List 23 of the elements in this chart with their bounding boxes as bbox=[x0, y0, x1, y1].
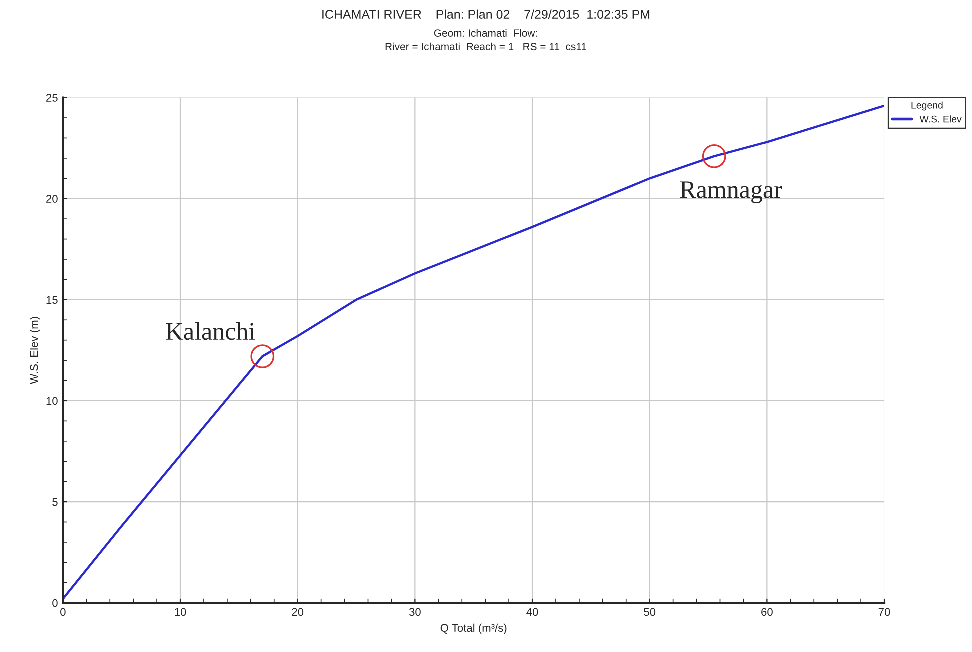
y-axis-title: W.S. Elev (m) bbox=[30, 317, 40, 384]
x-tick-label: 30 bbox=[409, 608, 421, 616]
legend-title: Legend bbox=[912, 102, 943, 111]
x-tick-label: 40 bbox=[526, 608, 538, 616]
y-tick-label: 15 bbox=[46, 296, 58, 304]
y-tick-label: 5 bbox=[52, 498, 58, 506]
x-tick-label: 50 bbox=[644, 608, 656, 616]
x-tick-label: 20 bbox=[292, 608, 304, 616]
annotation: Kalanchi bbox=[166, 322, 256, 340]
y-tick-label: 25 bbox=[46, 94, 58, 102]
legend-label: W.S. Elev bbox=[920, 116, 962, 123]
x-tick-label: 0 bbox=[60, 608, 66, 616]
chart-title: ICHAMATI RIVER Plan: Plan 02 7/29/2015 1:02:35 PM bbox=[322, 10, 650, 19]
annotation: Ramnagar bbox=[680, 182, 782, 204]
y-tick-label: 10 bbox=[46, 397, 58, 406]
x-tick-label: 10 bbox=[175, 608, 186, 616]
x-axis-title: Q Total (m³/s) bbox=[440, 624, 507, 634]
chart-subtitle: Geom: Ichamati Flow: River = Ichamati Reach = 1 RS = 11 cs11 bbox=[386, 29, 586, 50]
y-tick-label: 0 bbox=[52, 599, 58, 608]
x-tick-label: 60 bbox=[762, 608, 773, 616]
y-tick-label: 20 bbox=[46, 195, 58, 203]
x-tick-label: 70 bbox=[878, 608, 890, 616]
line-series bbox=[63, 104, 885, 600]
